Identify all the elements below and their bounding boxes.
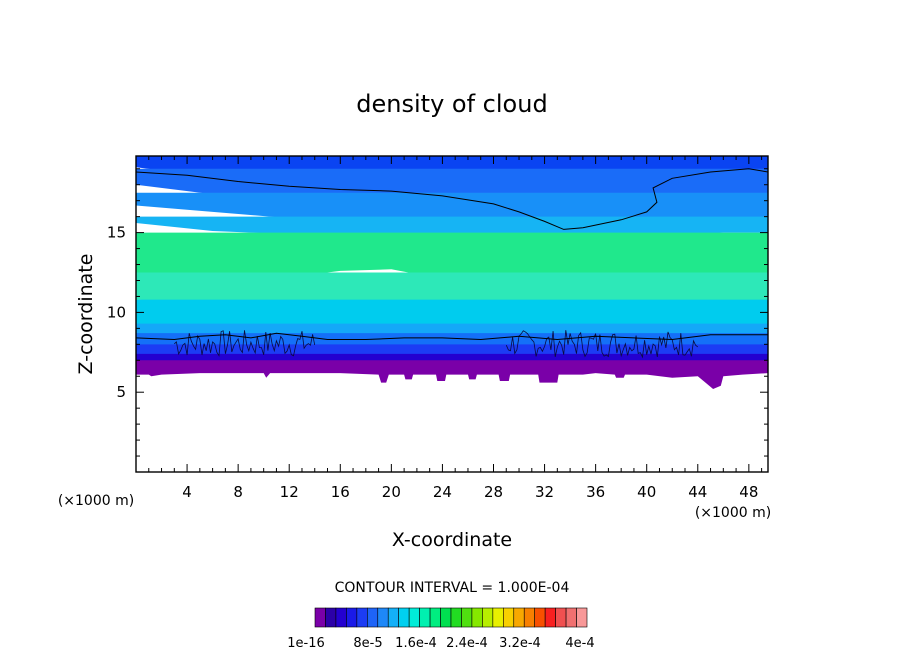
y-tick-label: 10 xyxy=(107,303,126,321)
chart-title: density of cloud xyxy=(356,90,547,118)
colorbar-swatch xyxy=(325,607,337,628)
contour-line-0 xyxy=(136,168,768,230)
colorbar-swatch xyxy=(367,607,379,628)
colorbar-swatch xyxy=(346,607,358,628)
contour-fill-layers xyxy=(136,156,768,389)
colorbar-swatch xyxy=(419,607,431,628)
colorbar-label: 2.4e-4 xyxy=(446,636,488,651)
x-tick-label: 36 xyxy=(586,483,605,501)
colorbar-swatch xyxy=(492,607,504,628)
colorbar-swatch xyxy=(576,607,588,628)
x-axis-label: X-coordinate xyxy=(392,529,512,551)
x-axis-units-right: (×1000 m) xyxy=(695,505,771,521)
x-tick-label: 40 xyxy=(637,483,656,501)
x-tick-label: 48 xyxy=(739,483,758,501)
y-axis-ticks: 5 10 15 xyxy=(107,168,768,457)
colorbar-label: 8e-5 xyxy=(353,636,382,651)
colorbar-label: 1e-16 xyxy=(287,636,325,651)
colorbar-swatch xyxy=(534,607,546,628)
x-axis-ticks: 4 8 12 16 20 24 28 32 36 40 44 48 xyxy=(148,156,763,501)
x-axis-units-left: (×1000 m) xyxy=(58,493,134,509)
x-tick-label: 12 xyxy=(280,483,299,501)
colorbar-swatch xyxy=(513,607,525,628)
x-tick-label: 28 xyxy=(484,483,503,501)
fill-layer-12 xyxy=(136,360,768,389)
plot-area xyxy=(136,156,768,389)
x-tick-label: 20 xyxy=(382,483,401,501)
y-axis-label: Z-coordinate xyxy=(75,254,97,375)
x-tick-label: 8 xyxy=(233,483,243,501)
colorbar-swatch xyxy=(461,607,473,628)
y-tick-label: 15 xyxy=(107,224,126,242)
colorbar-swatch xyxy=(450,607,462,628)
colorbar-swatch xyxy=(429,607,441,628)
contour-interval-label: CONTOUR INTERVAL = 1.000E-04 xyxy=(335,580,570,596)
colorbar-swatch xyxy=(503,607,515,628)
colorbar-swatch xyxy=(565,607,577,628)
colorbar-swatch xyxy=(314,607,326,628)
colorbar-swatch xyxy=(408,607,420,628)
colorbar-swatch xyxy=(377,607,389,628)
colorbar-swatch xyxy=(335,607,347,628)
colorbar-swatch xyxy=(544,607,556,628)
colorbar-label: 1.6e-4 xyxy=(395,636,437,651)
x-tick-label: 32 xyxy=(535,483,554,501)
colorbar-swatch xyxy=(440,607,452,628)
colorbar-labels: 1e-16 8e-5 1.6e-4 2.4e-4 3.2e-4 4e-4 xyxy=(287,636,594,651)
x-tick-label: 44 xyxy=(688,483,707,501)
y-tick-label: 5 xyxy=(116,383,126,401)
x-tick-label: 4 xyxy=(182,483,192,501)
colorbar-swatch xyxy=(387,607,399,628)
contour-lines xyxy=(136,168,768,341)
turbulent-contour-1 xyxy=(505,330,699,359)
plot-frame xyxy=(135,155,769,473)
x-tick-label: 16 xyxy=(331,483,350,501)
colorbar-swatch xyxy=(555,607,567,628)
colorbar-label: 3.2e-4 xyxy=(499,636,541,651)
turbulent-contour-band xyxy=(174,330,699,359)
colorbar-swatch xyxy=(471,607,483,628)
colorbar-swatch xyxy=(398,607,410,628)
colorbar-swatch xyxy=(356,607,368,628)
contour-line-1 xyxy=(136,332,768,341)
colorbar xyxy=(314,607,588,628)
colorbar-label: 4e-4 xyxy=(565,636,594,651)
colorbar-swatch xyxy=(523,607,535,628)
colorbar-swatch xyxy=(482,607,494,628)
turbulent-contour-0 xyxy=(174,330,316,357)
x-tick-label: 24 xyxy=(433,483,452,501)
